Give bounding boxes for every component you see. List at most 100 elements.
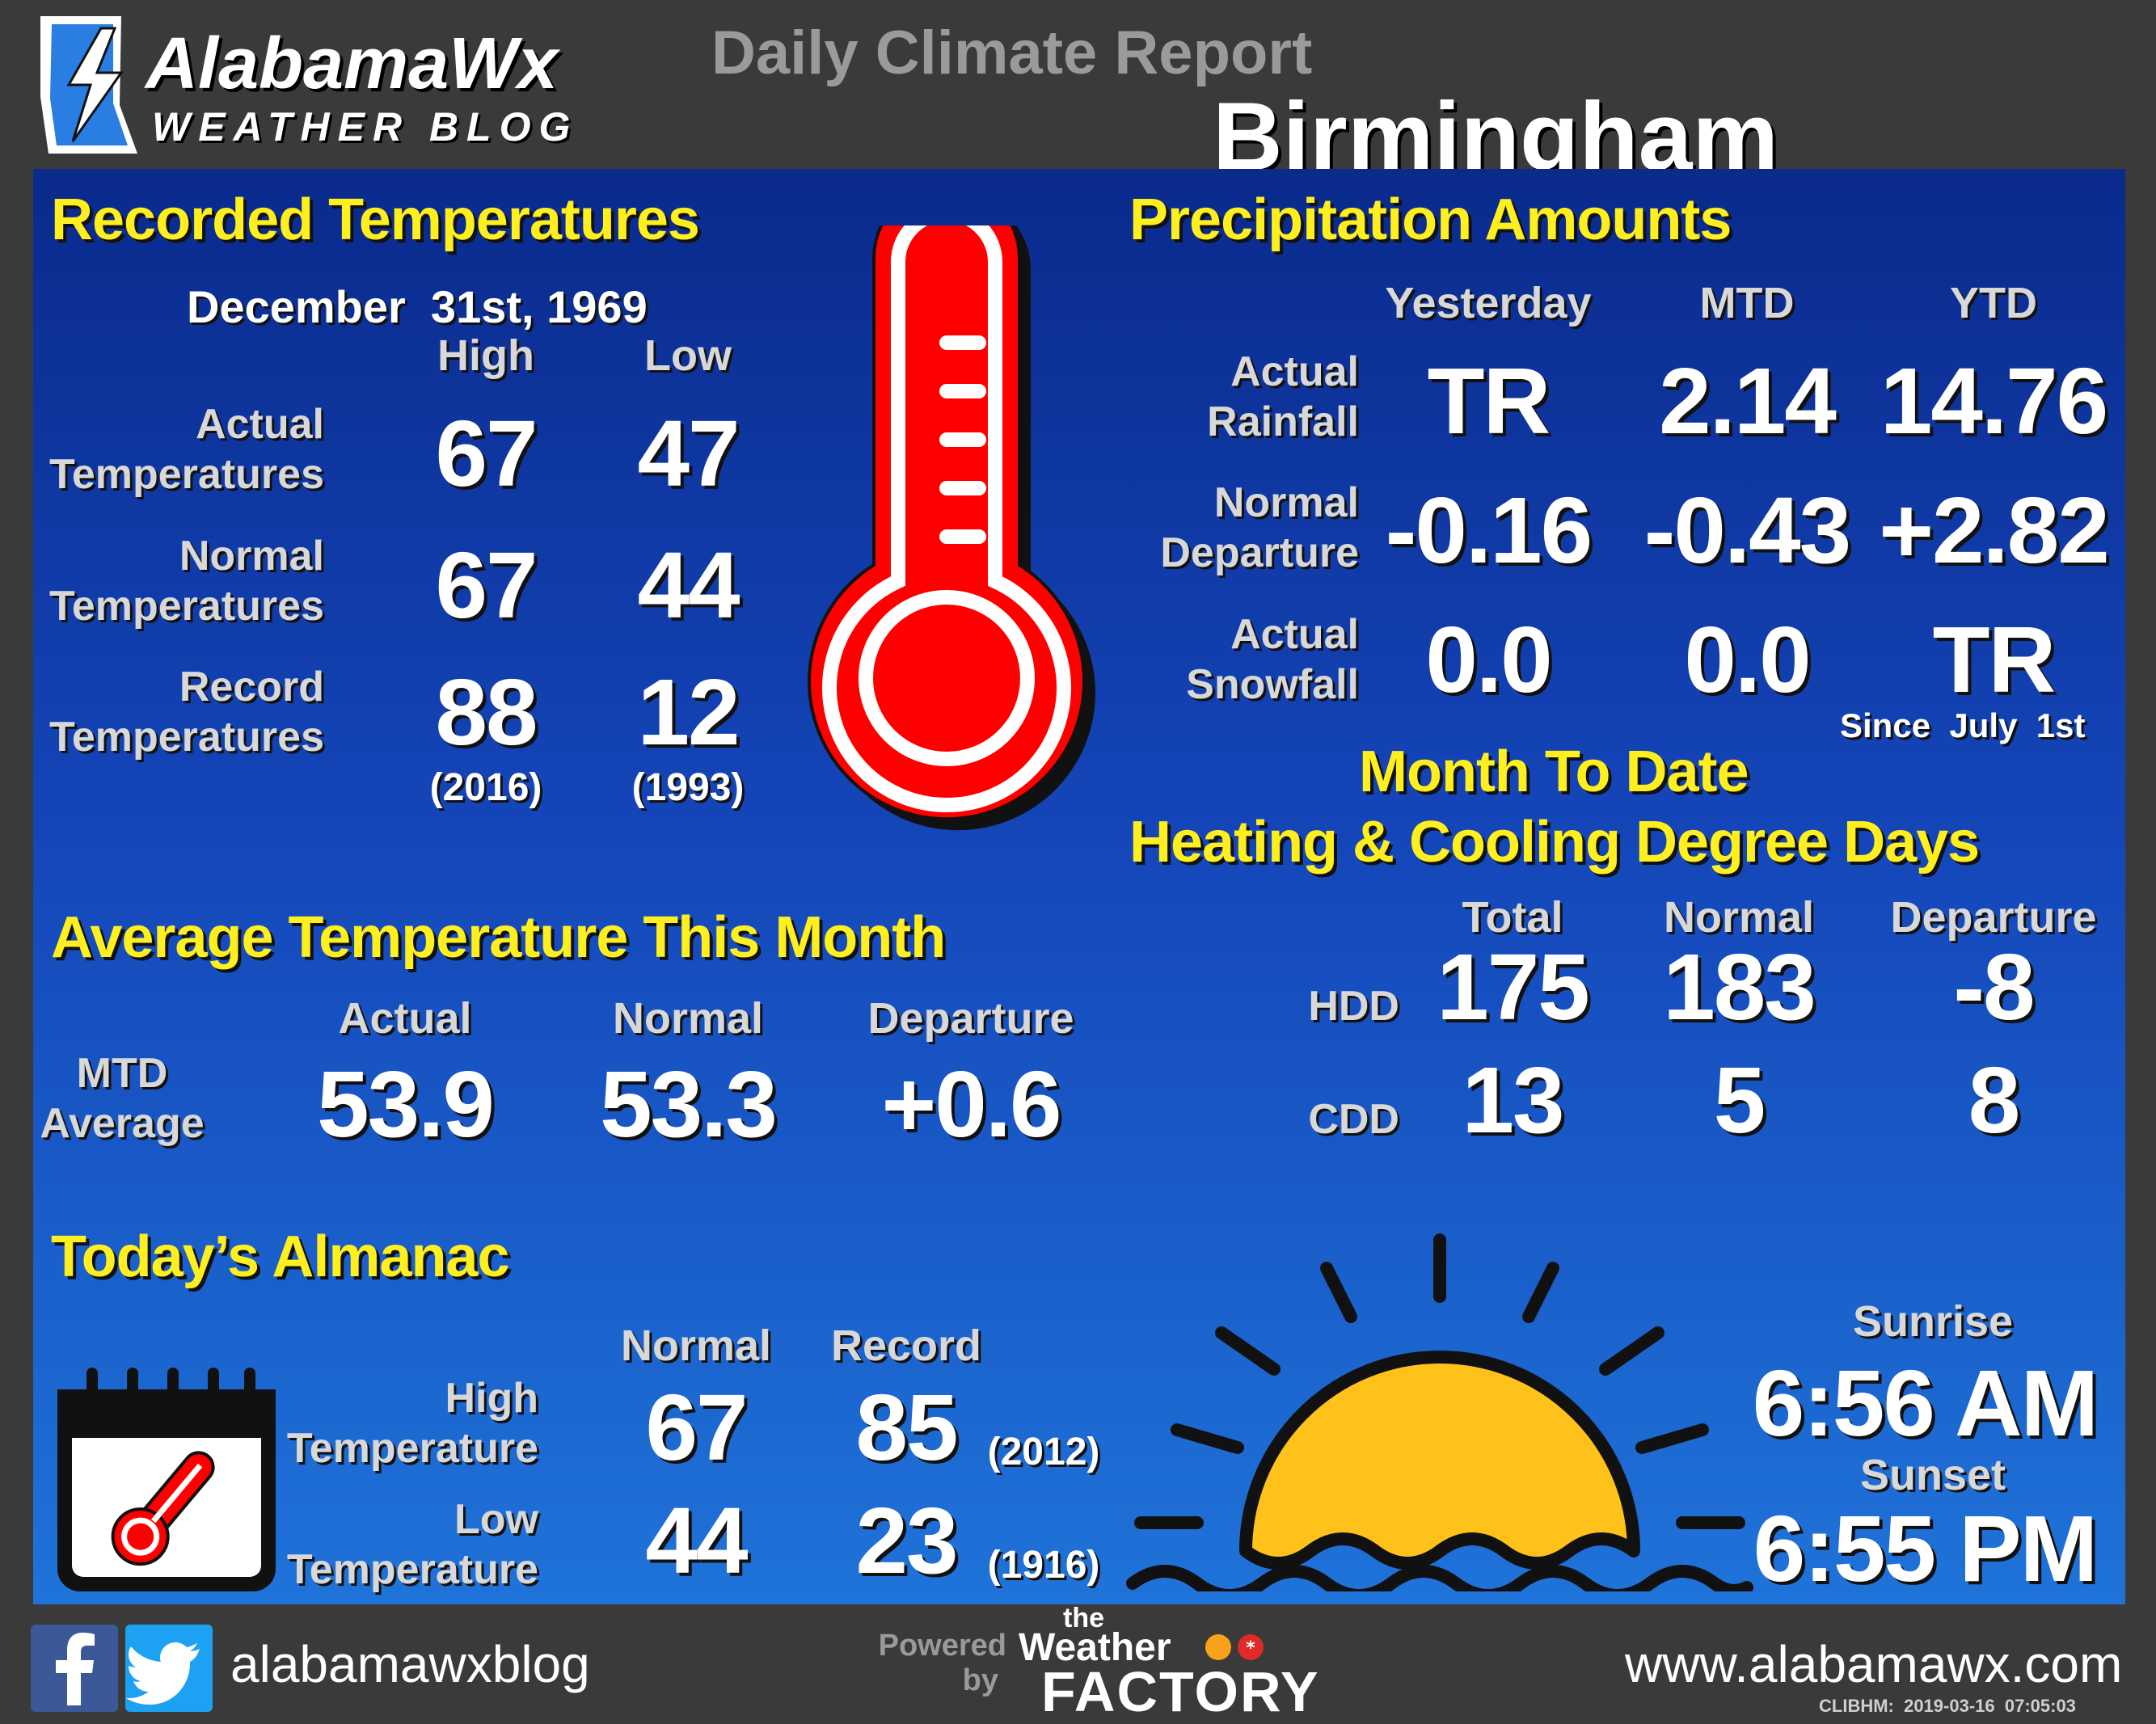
normal-high: 67 [435,533,538,638]
snow-ytd: TR [1932,607,2057,712]
record-low-year: (1993) [631,766,745,809]
normal-low: 44 [637,533,740,638]
cdd-label: CDD [1308,1096,1399,1143]
label-line: Actual [1230,611,1359,658]
cdd-normal: 5 [1713,1047,1766,1153]
almanac-col-record: Record [830,1321,982,1370]
avg-label: MTD Average [33,1048,211,1149]
record-date: December 31st, 1969 [187,281,648,332]
almanac-label-high: High Temperature [276,1373,538,1473]
label-line: MTD [76,1050,168,1097]
website[interactable]: www.alabamawx.com [1625,1635,2123,1693]
departure-yesterday: -0.16 [1385,478,1593,583]
precip-col-ytd: YTD [1950,279,2037,327]
label-line: Actual [1230,348,1359,395]
rain-ytd: 14.76 [1880,348,2108,453]
dd-col-departure: Departure [1890,893,2097,942]
social-handle[interactable]: alabamawxblog [230,1635,590,1693]
dd-col-total: Total [1462,893,1563,942]
main-panel: Recorded Temperatures December 31st, 196… [33,169,2125,1604]
col-low: Low [644,331,732,380]
departure-mtd: -0.43 [1643,478,1851,583]
sunset-label: Sunset [1859,1451,2006,1499]
actual-low: 47 [637,401,740,506]
dd-col-normal: Normal [1663,893,1815,942]
twitter-icon[interactable] [125,1625,213,1712]
label-line: Snowfall [1186,661,1359,708]
cdd-departure: 8 [1968,1047,2021,1153]
avg-temp-heading: Average Temperature This Month [51,905,946,970]
twitter-glyph [126,1642,200,1705]
by-text: by [962,1663,998,1697]
label-line: Record [179,664,324,710]
row-label-normal: Normal Temperatures [33,531,324,631]
precip-col-mtd: MTD [1699,279,1795,327]
degree-days-heading-1: Month To Date [1359,740,1749,804]
row-label-record: Record Temperatures [33,662,324,762]
sunrise-label: Sunrise [1852,1297,2014,1346]
brand-factory: FACTORY [1041,1660,1320,1723]
label-line: Low [454,1496,538,1543]
brand-weather: Weather [1019,1626,1171,1669]
snow-yesterday: 0.0 [1425,607,1552,712]
rain-yesterday: TR [1427,348,1551,453]
avg-col-actual: Actual [338,994,472,1043]
weather-factory-logo[interactable]: the Weather * FACTORY [1019,1603,1358,1724]
record-low: 12 [637,660,740,765]
precip-col-yesterday: Yesterday [1385,279,1592,327]
degree-days-heading-2: Heating & Cooling Degree Days [1129,810,1980,875]
label-line: Departure [1160,529,1359,576]
almanac-low-normal: 44 [645,1488,748,1593]
almanac-high-year: (2012) [987,1431,1100,1473]
label-line: Temperatures [49,583,324,630]
sun-icon [1126,1233,1753,1591]
record-high-year: (2016) [429,766,542,809]
avg-departure: +0.6 [881,1052,1062,1157]
hdd-total: 175 [1437,934,1590,1039]
departure-ytd: +2.82 [1879,478,2110,583]
powered-text: Powered [878,1629,1006,1663]
logo-title: AlabamaWx [146,23,559,104]
calendar-icon [57,1368,276,1591]
brand-the: the [1063,1603,1104,1633]
thermometer-icon [808,226,1095,831]
svg-text:*: * [1246,1638,1255,1659]
avg-col-normal: Normal [612,994,764,1043]
almanac-high-record: 85 [855,1375,958,1480]
almanac-low-record: 23 [855,1488,958,1593]
logo[interactable]: AlabamaWx WEATHER BLOG [24,8,590,162]
precip-heading: Precipitation Amounts [1129,188,1732,252]
hdd-departure: -8 [1953,934,2035,1039]
label-line: Temperature [286,1546,538,1593]
precip-label-rain: Actual Rainfall [1084,347,1359,447]
almanac-high-normal: 67 [645,1375,748,1480]
cdd-total: 13 [1462,1047,1564,1153]
label-line: Temperatures [49,451,324,498]
col-high: High [437,331,534,380]
gear-icon: * [1205,1634,1264,1660]
avg-actual: 53.9 [317,1052,495,1157]
sunset-time: 6:55 PM [1753,1496,2098,1601]
since-note: Since July 1st [1840,706,2086,744]
almanac-low-year: (1916) [987,1544,1100,1587]
label-line: Temperature [286,1425,538,1472]
label-line: Normal [1213,479,1359,526]
row-label-actual: Actual Temperatures [33,399,324,499]
almanac-label-low: Low Temperature [276,1494,538,1595]
hdd-normal: 183 [1663,934,1816,1039]
facebook-icon[interactable] [31,1625,118,1712]
record-high: 88 [435,660,538,765]
precip-label-snow: Actual Snowfall [1084,609,1359,710]
lightning-logo-icon [40,16,137,154]
sunrise-time: 6:56 AM [1752,1351,2099,1456]
label-line: Average [40,1100,205,1147]
label-line: High [445,1375,538,1422]
avg-col-departure: Departure [867,994,1074,1043]
label-line: Temperatures [49,714,324,761]
label-line: Actual [196,401,324,448]
actual-high: 67 [435,401,538,506]
almanac-col-normal: Normal [620,1321,772,1370]
hdd-label: HDD [1308,983,1399,1030]
facebook-glyph [56,1633,95,1705]
avg-normal: 53.3 [600,1052,778,1157]
